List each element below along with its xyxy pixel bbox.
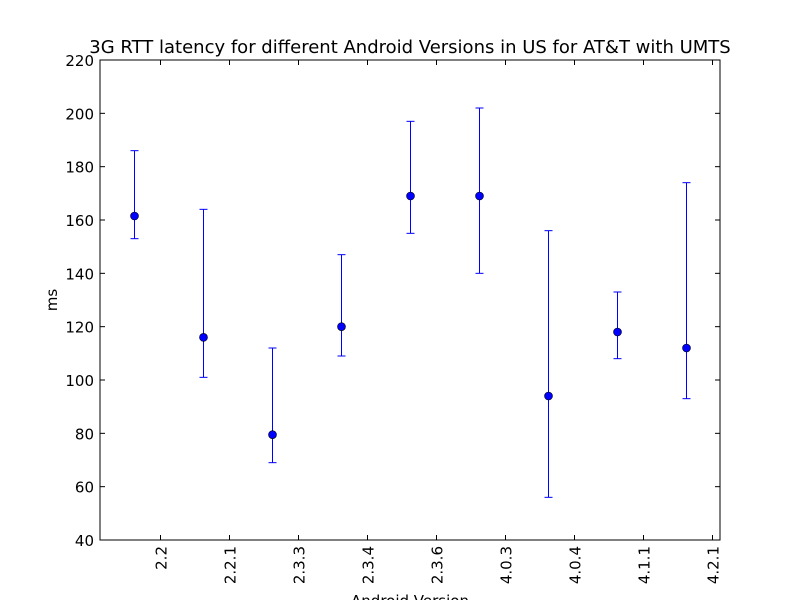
- y-tick-label: 80: [75, 425, 94, 443]
- x-tick-label: 2.3.4: [360, 546, 378, 584]
- x-tick-label: 4.2.1: [705, 546, 723, 584]
- y-tick-label: 180: [65, 159, 94, 177]
- data-point: [199, 333, 208, 342]
- chart-title: 3G RTT latency for different Android Ver…: [89, 37, 730, 58]
- y-tick-label: 160: [65, 212, 94, 230]
- y-tick-label: 220: [65, 52, 94, 70]
- plot-area: [130, 107, 691, 498]
- x-tick-label: 2.2.1: [222, 546, 240, 584]
- x-tick-label: 2.3.3: [291, 546, 309, 584]
- x-tick-label: 2.3.6: [429, 546, 447, 584]
- x-tick-label: 4.1.1: [636, 546, 654, 584]
- data-point: [406, 191, 415, 201]
- x-tick-label: 2.2: [153, 546, 171, 570]
- data-point: [268, 430, 277, 439]
- y-tick-label: 60: [75, 479, 94, 497]
- data-point: [544, 391, 553, 401]
- y-tick-label: 120: [65, 319, 94, 337]
- data-point: [337, 322, 346, 331]
- y-tick-label: 200: [65, 105, 94, 123]
- data-point: [682, 343, 691, 353]
- data-point: [130, 211, 139, 221]
- data-point: [613, 327, 622, 337]
- x-tick-label: 4.0.3: [498, 546, 516, 584]
- axes-frame: [99, 59, 721, 541]
- y-tick-label: 140: [65, 265, 94, 283]
- x-tick-label: 4.0.4: [567, 546, 585, 584]
- x-axis-label: Android Version: [351, 592, 469, 600]
- data-point: [475, 191, 484, 201]
- y-tick-label: 40: [75, 532, 94, 550]
- y-axis-label: ms: [43, 289, 61, 312]
- y-tick-label: 100: [65, 372, 94, 390]
